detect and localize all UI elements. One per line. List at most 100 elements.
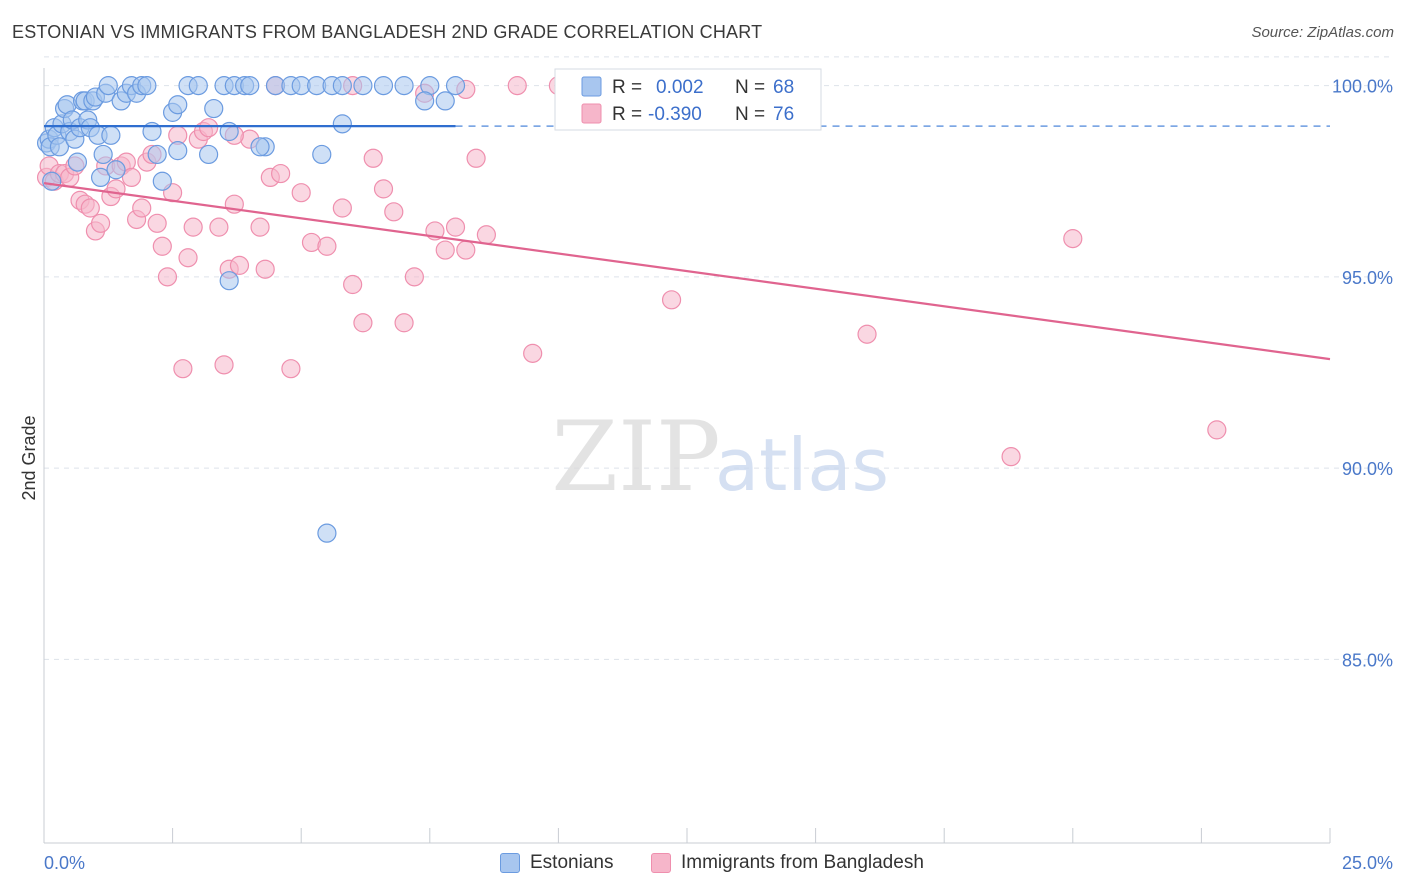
point-estonians xyxy=(137,76,157,96)
legend-item-bangladesh[interactable]: Immigrants from Bangladesh xyxy=(651,852,924,874)
legend-swatch-bangladesh-bottom xyxy=(651,853,671,873)
point-bangladesh xyxy=(445,217,466,237)
point-estonians xyxy=(188,76,208,96)
point-estonians xyxy=(98,76,118,96)
legend-r-label-1: R = xyxy=(612,77,642,98)
point-bangladesh xyxy=(1001,447,1021,467)
x-tick-label-max: 25.0% xyxy=(1342,853,1393,873)
point-bangladesh xyxy=(435,240,455,260)
point-estonians xyxy=(445,76,466,96)
point-estonians xyxy=(168,141,188,161)
point-bangladesh xyxy=(178,248,198,268)
point-bangladesh xyxy=(661,290,682,310)
point-bangladesh xyxy=(404,267,424,287)
point-estonians xyxy=(353,76,373,96)
watermark-atlas: atlas xyxy=(715,423,889,507)
point-bangladesh xyxy=(250,217,270,237)
point-bangladesh xyxy=(271,163,291,184)
point-estonians xyxy=(106,160,126,180)
point-estonians xyxy=(373,76,394,96)
point-bangladesh xyxy=(291,183,311,203)
point-bangladesh xyxy=(90,213,111,233)
point-bangladesh xyxy=(121,167,142,188)
point-bangladesh xyxy=(476,225,496,245)
point-estonians xyxy=(394,76,414,96)
x-tick-label-min: 0.0% xyxy=(44,853,85,873)
point-bangladesh xyxy=(106,179,126,199)
point-estonians xyxy=(42,171,62,191)
legend-n-label-1: N = xyxy=(735,77,765,98)
stats-legend: R = N = R = N = 0.002 68 -0.390 76 xyxy=(554,68,822,131)
source-label: Source: ZipAtlas.com xyxy=(1251,24,1394,41)
point-bangladesh xyxy=(209,217,229,237)
point-bangladesh xyxy=(384,202,404,222)
svg-text:0.002 68 -0.390: 0.002 68 -0.390 76 xyxy=(648,77,799,125)
point-estonians xyxy=(152,171,172,191)
point-estonians xyxy=(147,144,167,165)
point-bangladesh xyxy=(456,240,476,260)
series-estonians-points xyxy=(36,76,466,543)
y-tick-label: 90.0% xyxy=(1342,459,1393,479)
svg-text:R = N = R =: R = N = R = N = xyxy=(612,77,770,125)
point-estonians xyxy=(199,144,219,165)
point-bangladesh xyxy=(132,198,152,218)
point-bangladesh xyxy=(343,274,363,295)
legend-swatch-bangladesh xyxy=(581,103,602,124)
point-bangladesh xyxy=(507,76,527,96)
point-estonians xyxy=(67,152,88,172)
point-bangladesh xyxy=(152,236,172,256)
point-bangladesh xyxy=(255,259,275,279)
point-estonians xyxy=(240,76,260,96)
point-bangladesh xyxy=(199,118,219,138)
point-estonians xyxy=(435,91,455,111)
point-estonians xyxy=(219,271,239,291)
point-estonians xyxy=(90,167,111,188)
point-bangladesh xyxy=(281,359,301,379)
legend-n-value-1: 68 xyxy=(773,77,794,98)
point-bangladesh xyxy=(147,213,167,233)
point-bangladesh xyxy=(214,355,234,375)
point-bangladesh xyxy=(363,148,383,168)
legend-item-estonians[interactable]: Estonians xyxy=(500,852,613,874)
point-bangladesh xyxy=(1207,420,1227,440)
legend-r-value-2: -0.390 xyxy=(648,104,702,125)
point-estonians xyxy=(204,98,224,119)
point-bangladesh xyxy=(523,343,543,363)
y-tick-label: 85.0% xyxy=(1342,650,1393,670)
point-bangladesh xyxy=(1063,229,1083,249)
y-tick-label: 95.0% xyxy=(1342,268,1393,288)
point-bangladesh xyxy=(332,198,352,218)
legend-n-label-2: N = xyxy=(735,104,765,125)
point-estonians xyxy=(317,523,337,543)
legend-swatch-estonians-bottom xyxy=(500,853,520,873)
point-bangladesh xyxy=(157,267,178,287)
point-estonians xyxy=(332,114,352,134)
y-tick-labels: 85.0% 90.0% 95.0% 100.0% xyxy=(1332,77,1393,671)
y-axis-label: 2nd Grade xyxy=(19,415,39,500)
point-bangladesh xyxy=(373,179,394,199)
point-bangladesh xyxy=(183,217,203,237)
legend-label-bangladesh: Immigrants from Bangladesh xyxy=(681,852,924,873)
point-bangladesh xyxy=(857,324,877,344)
point-estonians xyxy=(332,76,352,96)
point-estonians xyxy=(93,144,113,165)
chart-title: ESTONIAN VS IMMIGRANTS FROM BANGLADESH 2… xyxy=(12,22,763,42)
legend-swatch-estonians xyxy=(581,76,602,97)
point-estonians xyxy=(168,95,188,115)
point-bangladesh xyxy=(229,255,250,275)
point-bangladesh xyxy=(173,359,193,379)
legend-n-value-2: 76 xyxy=(773,104,794,125)
trend-line-bangladesh xyxy=(43,182,1331,361)
legend-r-value-1: 0.002 xyxy=(656,77,704,98)
trend-lines xyxy=(43,125,1331,361)
axes xyxy=(43,68,1331,844)
point-bangladesh xyxy=(317,236,337,256)
legend-label-estonians: Estonians xyxy=(530,852,614,873)
point-bangladesh xyxy=(394,313,414,333)
point-estonians xyxy=(250,137,270,157)
bottom-legend: Estonians Immigrants from Bangladesh xyxy=(0,852,1406,878)
point-estonians xyxy=(49,137,70,157)
point-bangladesh xyxy=(353,313,373,333)
point-bangladesh xyxy=(80,198,100,218)
